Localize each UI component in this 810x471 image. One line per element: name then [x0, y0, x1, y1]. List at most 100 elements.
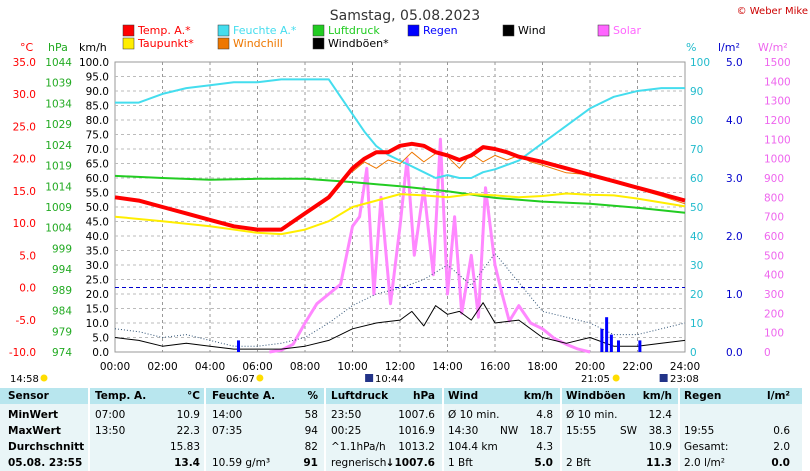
hum-value: 94 — [304, 425, 318, 437]
legend-label: Taupunkt* — [137, 37, 194, 50]
press-time: 00:25 — [331, 425, 362, 437]
tick-label-temp_c: -10.0 — [9, 347, 36, 359]
hdr-wind: Wind — [448, 390, 479, 402]
hum-value: 82 — [304, 441, 318, 453]
press-value: 1016.9 — [398, 425, 435, 437]
gust-value: 12.4 — [648, 409, 672, 421]
rain-bar — [237, 340, 240, 352]
x-tick-label: 04:00 — [195, 361, 225, 373]
tick-label-rain_lm2: 5.0 — [726, 57, 743, 69]
series-windb-en- — [114, 252, 686, 347]
tick-label-pressure_hpa: 1019 — [45, 161, 72, 173]
tick-label-solar_wm2: 1000 — [764, 154, 791, 166]
wind-time: 14:30 — [448, 425, 479, 437]
x-tick-label: 02:00 — [147, 361, 177, 373]
press-time: ^1.1hPa/h — [331, 441, 386, 453]
series-wind — [114, 302, 686, 350]
x-tick-label: 08:00 — [290, 361, 320, 373]
tick-label-pressure_hpa: 1024 — [45, 140, 72, 152]
legend-label: Windchill — [233, 37, 283, 50]
row-label: 05.08. 23:55 — [8, 457, 83, 469]
temp-time: 07:00 — [95, 409, 126, 421]
hdr-temp: Temp. A. — [95, 390, 147, 402]
table-header — [0, 388, 802, 404]
legend-label: Windböen* — [328, 37, 389, 50]
tick-label-humidity_pct: 30 — [690, 260, 703, 272]
axes: 35.0 30.0 25.0 20.0 15.0 10.0 5.0 0.0 -5.0 -10.0 1… — [9, 57, 791, 359]
rain-bar — [638, 340, 642, 352]
wind-time: Ø 10 min. — [448, 409, 500, 421]
tick-label-pressure_hpa: 1034 — [45, 98, 72, 110]
tick-label-wind_kmh: 0.0 — [92, 347, 109, 359]
legend-label: Feuchte A.* — [233, 24, 297, 37]
tick-label-solar_wm2: 100 — [764, 328, 784, 340]
tick-label-humidity_pct: 40 — [690, 231, 703, 243]
tick-label-wind_kmh: 50.0 — [86, 202, 109, 214]
axis-title-humidity: % — [686, 41, 696, 54]
rain-bar — [617, 340, 620, 352]
hdr-wind-unit: km/h — [523, 390, 553, 402]
tick-label-humidity_pct: 20 — [690, 289, 703, 301]
tick-label-solar_wm2: 0 — [764, 347, 771, 359]
wind-value: 4.8 — [536, 409, 553, 421]
weather-chart: Samstag, 05.08.2023 © Weber Mike Temp. A… — [9, 6, 808, 385]
x-tick-label: 20:00 — [575, 361, 605, 373]
tick-label-humidity_pct: 70 — [690, 144, 703, 156]
legend-label: Solar — [613, 24, 642, 37]
row-label: MinWert — [8, 409, 59, 421]
rain-bar — [609, 334, 613, 352]
hum-value: 58 — [304, 409, 318, 421]
axis-titles: °C hPa km/h% l/m² W/m² — [20, 41, 788, 54]
x-axis: 00:00 02:00 04:00 06:00 08:00 10:00 12:00 14:00… — [100, 361, 700, 373]
tick-label-temp_c: -5.0 — [16, 315, 37, 327]
marker-label: 21:05 — [581, 374, 610, 385]
tick-label-temp_c: 15.0 — [13, 186, 36, 198]
tick-label-temp_c: 5.0 — [19, 250, 36, 262]
series-solar — [269, 137, 591, 354]
x-tick-label: 22:00 — [622, 361, 652, 373]
tick-label-temp_c: 0.0 — [19, 283, 36, 295]
tick-label-solar_wm2: 500 — [764, 250, 784, 262]
axis-title-solar: W/m² — [758, 41, 788, 54]
legend-label: Regen — [423, 24, 458, 37]
tick-label-pressure_hpa: 1004 — [45, 223, 72, 235]
x-tick-label: 18:00 — [527, 361, 557, 373]
wind-time: 1 Bft — [448, 457, 473, 469]
legend: Temp. A.* Feuchte A.* Luftdruck Regen Wind So… — [122, 24, 642, 50]
x-tick-label: 10:00 — [337, 361, 367, 373]
marker-label: 23:08 — [670, 374, 699, 385]
tick-label-solar_wm2: 1500 — [764, 57, 791, 69]
legend-label: Luftdruck — [328, 24, 380, 37]
moon-icon — [365, 374, 374, 382]
wind-value: 5.0 — [534, 457, 553, 469]
series-luftdruck — [114, 174, 686, 214]
hdr-temp-unit: °C — [187, 390, 200, 402]
tick-label-wind_kmh: 10.0 — [86, 318, 109, 330]
tick-label-wind_kmh: 20.0 — [86, 289, 109, 301]
tick-label-humidity_pct: 10 — [690, 318, 703, 330]
press-value: 1013.2 — [398, 441, 435, 453]
marker-label: 14:58 — [10, 374, 39, 385]
hdr-sensor: Sensor — [8, 390, 49, 402]
legend-swatch — [217, 37, 230, 50]
marker-label: 06:07 — [226, 374, 255, 385]
tick-label-wind_kmh: 30.0 — [86, 260, 109, 272]
tick-label-rain_lm2: 0.0 — [726, 347, 743, 359]
tick-label-solar_wm2: 200 — [764, 308, 784, 320]
row-label: Durchschnitt — [8, 441, 85, 453]
rain-time: 2.0 l/m² — [684, 457, 725, 469]
rain-value: 2.0 — [773, 441, 790, 453]
tick-label-solar_wm2: 800 — [764, 192, 784, 204]
tick-label-wind_kmh: 85.0 — [86, 101, 109, 113]
hdr-hum: Feuchte A. — [212, 390, 276, 402]
hum-time: 07:35 — [212, 425, 243, 437]
wind-time: 104.4 km — [448, 441, 498, 453]
hum-time: 10.59 g/m³ — [212, 457, 271, 469]
tick-label-rain_lm2: 4.0 — [726, 115, 743, 127]
tick-label-pressure_hpa: 1044 — [45, 57, 72, 69]
sun-icon — [612, 374, 620, 382]
row-label: MaxWert — [8, 425, 61, 437]
tick-label-humidity_pct: 50 — [690, 202, 703, 214]
tick-label-solar_wm2: 700 — [764, 212, 784, 224]
temp-value: 10.9 — [176, 409, 200, 421]
